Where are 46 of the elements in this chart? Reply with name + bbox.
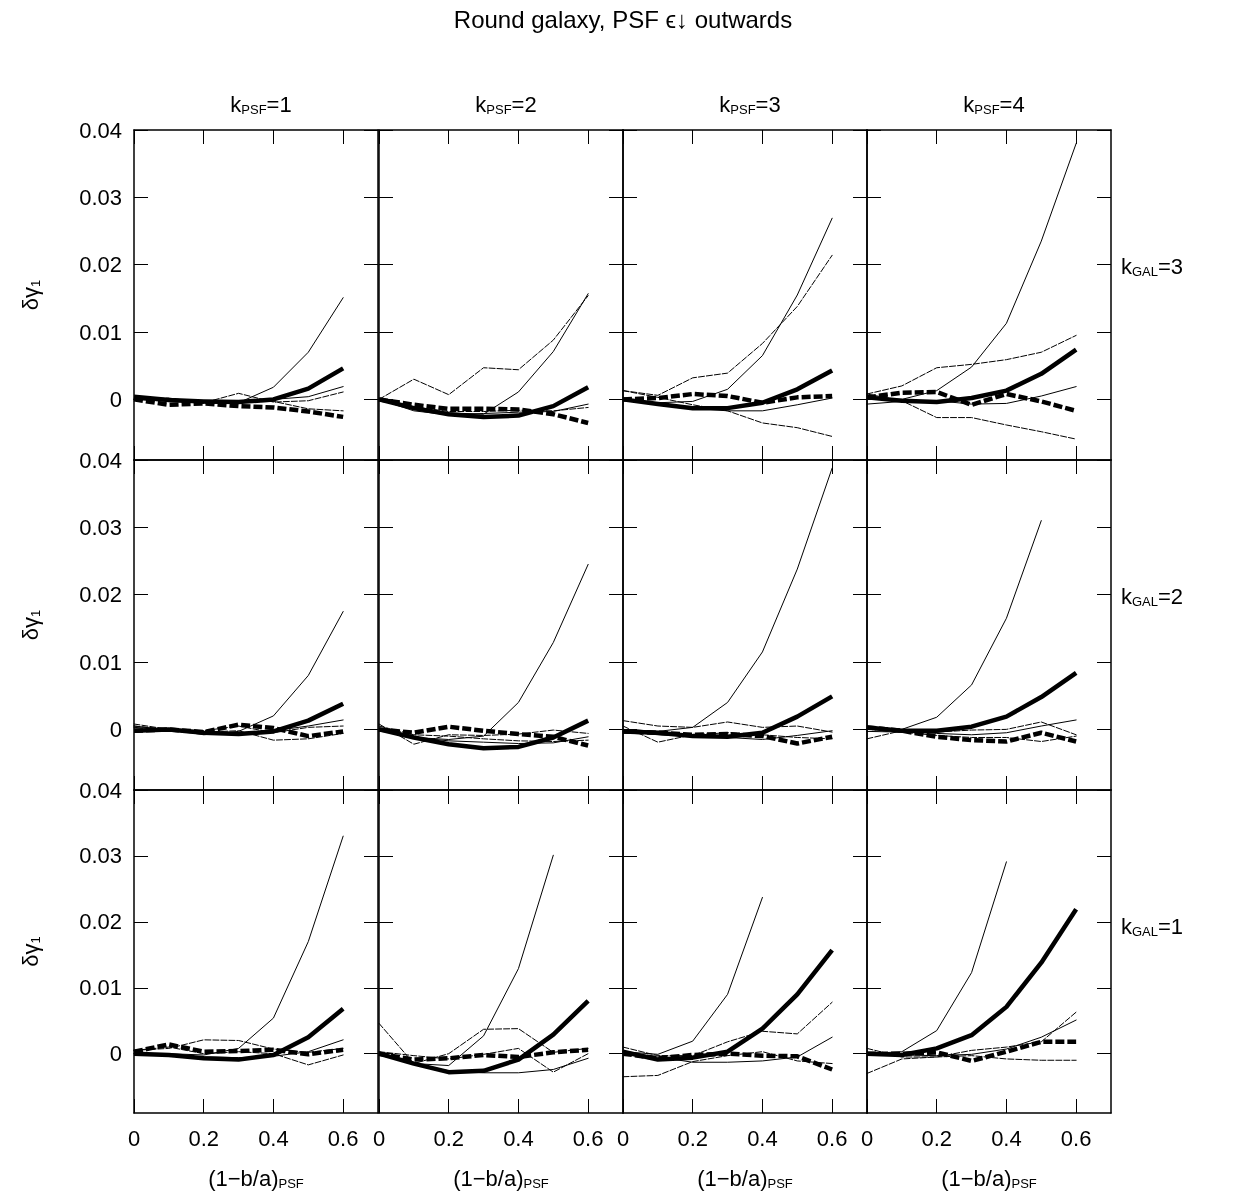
y-tick-label: 0.03 <box>79 514 122 540</box>
chart-title: kPSF=1 <box>230 92 292 117</box>
y-tick-label: 0.04 <box>79 447 122 473</box>
y-tick-label: 0.02 <box>79 252 122 278</box>
y-tick-label: 0.03 <box>79 184 122 210</box>
x-axis-title: (1−b/a)PSF <box>453 1166 549 1191</box>
x-tick-label: 0.4 <box>991 1125 1022 1151</box>
x-axis-title: (1−b/a)PSF <box>697 1166 793 1191</box>
x-tick-label: 0.2 <box>677 1125 709 1151</box>
x-tick-label: 0 <box>860 1125 874 1151</box>
x-tick-label: 0.4 <box>747 1125 778 1151</box>
y-axis-title: δγ1 <box>18 609 43 641</box>
x-tick-label: 0.4 <box>503 1125 534 1151</box>
x-tick-label: 0.2 <box>921 1125 953 1151</box>
y2-axis-title: kGAL=3 <box>1121 253 1184 279</box>
y-tick-label: 0.03 <box>79 843 122 869</box>
y-axis-title: δγ1 <box>18 279 43 311</box>
x-tick-label: 0.6 <box>572 1125 604 1151</box>
y-tick-label: 0.02 <box>79 909 122 935</box>
chart-title: kPSF=4 <box>963 92 1025 117</box>
y-tick-label: 0.04 <box>79 117 122 143</box>
x-tick-label: 0 <box>372 1125 386 1151</box>
x-tick-label: 0.6 <box>327 1125 359 1151</box>
x-tick-label: 0 <box>616 1125 630 1151</box>
y-tick-label: 0 <box>109 1041 122 1067</box>
chart-title: kPSF=3 <box>719 92 781 117</box>
x-tick-label: 0.2 <box>188 1125 220 1151</box>
x-tick-label: 0.6 <box>1060 1125 1092 1151</box>
x-axis-title: (1−b/a)PSF <box>208 1166 304 1191</box>
y2-axis-title: kGAL=1 <box>1121 913 1184 939</box>
y-tick-label: 0.01 <box>79 319 122 345</box>
x-tick-label: 0.2 <box>433 1125 465 1151</box>
x-tick-label: 0.6 <box>816 1125 848 1151</box>
text: Round galaxy, PSF ϵ↓ outwards <box>452 6 794 34</box>
y-tick-label: 0.04 <box>79 777 122 803</box>
x-tick-label: 0.4 <box>258 1125 289 1151</box>
y-tick-label: 0 <box>109 386 122 412</box>
y-axis-title: δγ1 <box>18 936 43 967</box>
y2-axis-title: kGAL=2 <box>1121 583 1184 609</box>
y-tick-label: 0.01 <box>79 649 122 675</box>
y-tick-label: 0.02 <box>79 582 122 608</box>
x-axis-title: (1−b/a)PSF <box>941 1166 1037 1191</box>
y-tick-label: 0.01 <box>79 975 122 1001</box>
y-tick-label: 0 <box>109 716 122 742</box>
chart-title: kPSF=2 <box>475 92 537 117</box>
x-tick-label: 0 <box>127 1125 141 1151</box>
